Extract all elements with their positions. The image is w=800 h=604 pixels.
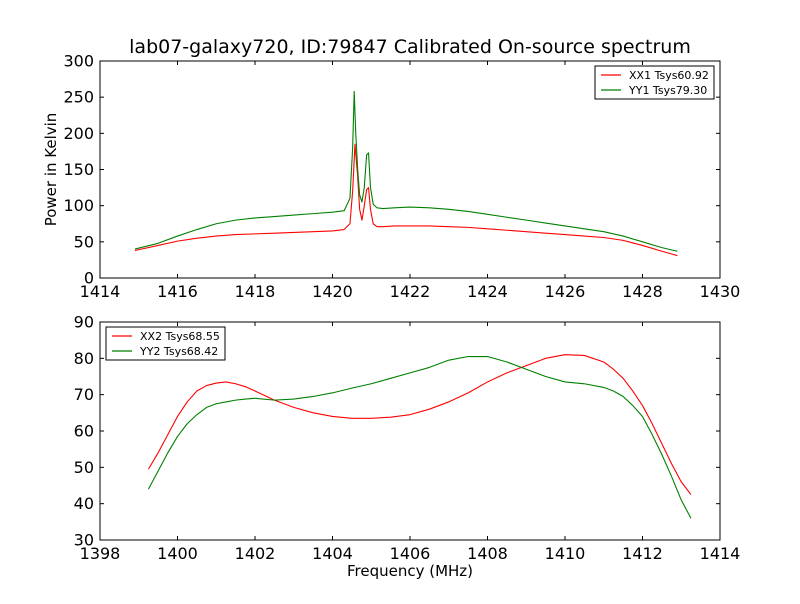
legend-box	[105, 326, 226, 361]
x-tick-label: 1406	[390, 544, 431, 563]
y-axis-label: Power in Kelvin	[42, 113, 60, 227]
x-tick-label: 1424	[467, 282, 508, 301]
series-line-1	[147, 354, 692, 495]
y-tick-label: 300	[63, 52, 94, 71]
x-tick-label: 1414	[700, 544, 741, 563]
x-axis-label: Frequency (MHz)	[347, 562, 473, 580]
legend-box	[594, 65, 715, 100]
x-tick-label: 1422	[390, 282, 431, 301]
x-tick-label: 1430	[700, 282, 741, 301]
x-tick-label: 1426	[545, 282, 586, 301]
top-spectrum-panel: 1414 1416 1418 1420 1422 1424 1426 1428 1430 0 50 1…	[42, 52, 740, 302]
y-tick-label: 100	[63, 196, 94, 215]
x-tick-label: 1420	[312, 282, 353, 301]
series-line-2	[134, 90, 678, 252]
y-tick-label: 80	[74, 349, 94, 368]
legend-label: YY1 Tsys79.30	[628, 84, 707, 97]
series-line-2	[147, 355, 692, 519]
x-tick-label: 1418	[235, 282, 276, 301]
x-tick-label: 1402	[235, 544, 276, 563]
y-tick-label: 250	[63, 88, 94, 107]
x-tick-label: 1412	[622, 544, 663, 563]
x-tick-label: 1414	[80, 282, 121, 301]
legend-label: XX1 Tsys60.92	[629, 69, 709, 82]
y-tick-label: 70	[74, 385, 94, 404]
x-tick-label: 1400	[157, 544, 198, 563]
y-tick-label: 50	[74, 232, 94, 251]
y-tick-label: 30	[74, 531, 94, 550]
x-tick-label: 1416	[157, 282, 198, 301]
x-tick-label: 1408	[467, 544, 508, 563]
bottom-spectrum-panel: 1398 1400 1402 1404 1406 1408 1410 1412 1414 30 40…	[74, 313, 741, 581]
y-tick-label: 200	[63, 124, 94, 143]
legend-label: XX2 Tsys68.55	[140, 330, 220, 343]
x-tick-label: 1398	[80, 544, 121, 563]
y-tick-label: 0	[84, 269, 94, 288]
y-tick-label: 150	[63, 160, 94, 179]
x-tick-label: 1410	[545, 544, 586, 563]
legend-label: YY2 Tsys68.42	[139, 345, 218, 358]
x-tick-label: 1428	[622, 282, 663, 301]
series-line-1	[134, 143, 678, 257]
y-tick-label: 90	[74, 313, 94, 332]
y-tick-label: 40	[74, 494, 94, 513]
x-tick-label: 1404	[312, 544, 353, 563]
y-tick-label: 60	[74, 422, 94, 441]
y-tick-label: 50	[74, 458, 94, 477]
chart-title: lab07-galaxy720, ID:79847 Calibrated On-…	[129, 36, 691, 58]
